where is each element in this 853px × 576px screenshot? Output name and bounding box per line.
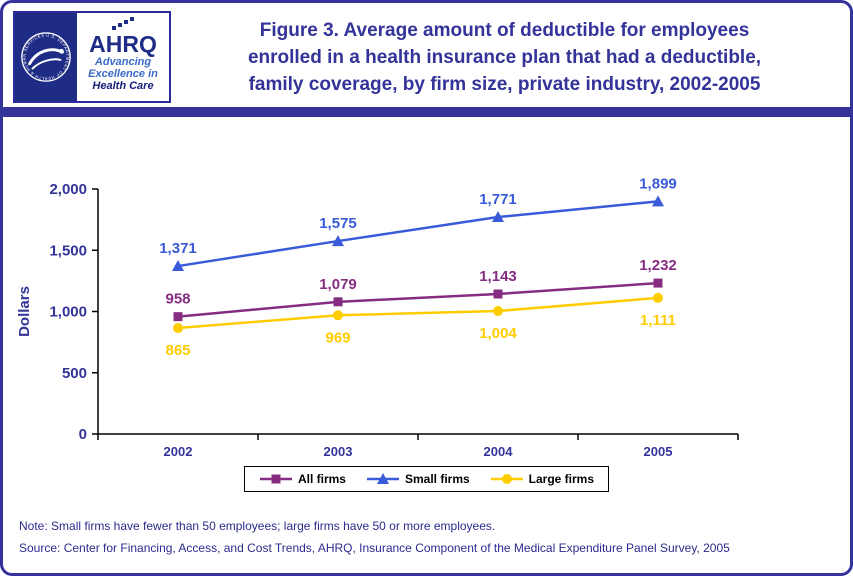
- legend-wrap: All firms Small firms Large firms: [3, 466, 850, 492]
- ahrq-steps-icon: [112, 17, 134, 30]
- svg-text:1,143: 1,143: [479, 268, 517, 285]
- svg-text:1,000: 1,000: [49, 304, 87, 321]
- svg-text:1,899: 1,899: [639, 175, 677, 192]
- figure-title-line1: Figure 3. Average amount of deductible f…: [259, 19, 750, 41]
- legend-label: All firms: [297, 472, 346, 486]
- ahrq-logo: AHRQ Advancing Excellence in Health Care: [77, 13, 169, 101]
- header: U.S. DEPARTMENT OF HEALTH & HUMAN SERVIC…: [3, 3, 850, 105]
- svg-text:2003: 2003: [324, 444, 353, 459]
- legend-label: Small firms: [404, 472, 470, 486]
- footnotes: Note: Small firms have fewer than 50 emp…: [19, 519, 839, 563]
- svg-text:865: 865: [165, 342, 190, 359]
- header-divider-bar: [3, 107, 850, 117]
- figure-title-line3: family coverage, by firm size, private i…: [248, 73, 761, 95]
- svg-text:500: 500: [62, 365, 87, 382]
- ahrq-tagline-line3: Health Care: [92, 80, 154, 92]
- svg-text:2002: 2002: [164, 444, 193, 459]
- legend-circle-marker-icon: [490, 474, 523, 484]
- svg-text:1,371: 1,371: [159, 240, 197, 257]
- svg-text:1,575: 1,575: [319, 215, 357, 232]
- svg-text:U.S. DEPARTMENT OF HEALTH & HU: U.S. DEPARTMENT OF HEALTH & HUMAN SERVIC…: [19, 30, 70, 81]
- hhs-logo: U.S. DEPARTMENT OF HEALTH & HUMAN SERVIC…: [15, 13, 77, 101]
- figure-title: Figure 3. Average amount of deductible f…: [171, 11, 838, 103]
- legend-triangle-marker-icon: [366, 473, 399, 484]
- svg-text:1,771: 1,771: [479, 191, 517, 208]
- svg-text:958: 958: [165, 291, 190, 308]
- hhs-seal-icon: U.S. DEPARTMENT OF HEALTH & HUMAN SERVIC…: [19, 30, 71, 82]
- source-text: Source: Center for Financing, Access, an…: [19, 541, 730, 555]
- svg-text:1,004: 1,004: [479, 325, 517, 342]
- svg-text:2004: 2004: [484, 444, 514, 459]
- svg-text:Dollars: Dollars: [16, 286, 33, 337]
- note-text: Note: Small firms have fewer than 50 emp…: [19, 519, 496, 533]
- figure-title-line2: enrolled in a health insurance plan that…: [247, 46, 762, 68]
- deductible-line-chart: 0 500 1,000 1,500 2,000 2002 2003 2004 2005 Dolla…: [16, 175, 739, 459]
- svg-text:0: 0: [79, 426, 87, 443]
- agency-logo-block: U.S. DEPARTMENT OF HEALTH & HUMAN SERVIC…: [13, 11, 171, 103]
- svg-text:1,500: 1,500: [49, 242, 87, 259]
- legend-square-marker-icon: [259, 474, 292, 484]
- svg-text:1,232: 1,232: [639, 257, 677, 274]
- svg-text:1,111: 1,111: [640, 312, 676, 329]
- ahrq-tagline-line2: Excellence in: [88, 68, 158, 80]
- svg-text:2,000: 2,000: [49, 181, 87, 198]
- legend: All firms Small firms Large firms: [243, 466, 610, 492]
- ahrq-wordmark: AHRQ: [89, 31, 157, 57]
- legend-item: Small firms: [366, 472, 470, 486]
- svg-text:969: 969: [325, 329, 350, 346]
- legend-item: All firms: [259, 472, 346, 486]
- legend-item: Large firms: [490, 472, 594, 486]
- legend-label: Large firms: [528, 472, 595, 486]
- svg-text:2005: 2005: [644, 444, 673, 459]
- ahrq-tagline-line1: Advancing: [94, 56, 152, 68]
- svg-text:1,079: 1,079: [319, 276, 357, 293]
